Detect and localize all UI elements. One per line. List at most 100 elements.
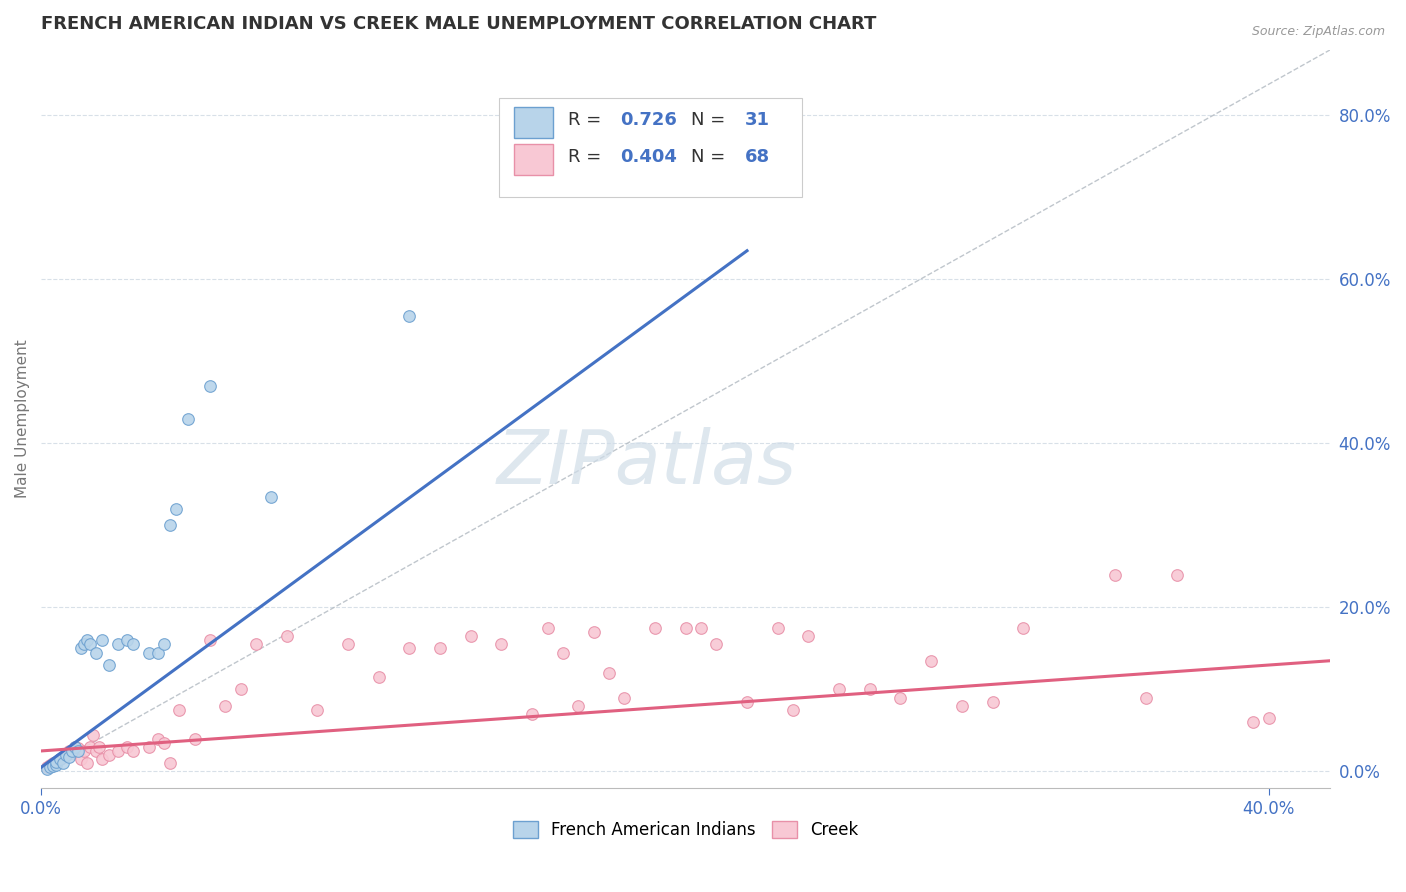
Point [245, 637, 267, 651]
Point [86, 646, 108, 660]
Point [491, 637, 513, 651]
Point [70, 752, 93, 766]
Legend: French American Indians, Creek: French American Indians, Creek [506, 814, 866, 846]
Point [86, 744, 108, 758]
Point [766, 621, 789, 635]
Point [229, 682, 252, 697]
Point [920, 654, 942, 668]
Point [52, 749, 75, 764]
Text: FRENCH AMERICAN INDIAN VS CREEK MALE UNEMPLOYMENT CORRELATION CHART: FRENCH AMERICAN INDIAN VS CREEK MALE UNE… [41, 15, 876, 33]
Point [63, 739, 86, 754]
Point [39, 757, 62, 772]
Point [704, 637, 727, 651]
Point [307, 703, 329, 717]
Point [551, 646, 574, 660]
Point [828, 682, 851, 697]
Point [398, 641, 420, 656]
Point [48, 752, 70, 766]
Point [782, 703, 804, 717]
Point [582, 625, 605, 640]
Point [146, 731, 169, 746]
Point [55, 747, 77, 762]
Y-axis label: Male Unemployment: Male Unemployment [15, 340, 30, 499]
Point [797, 629, 820, 643]
Point [122, 744, 145, 758]
Point [66, 744, 89, 758]
Point [522, 706, 544, 721]
Point [39, 760, 62, 774]
Point [536, 621, 558, 635]
Point [79, 739, 101, 754]
Text: Source: ZipAtlas.com: Source: ZipAtlas.com [1251, 25, 1385, 38]
Point [1135, 690, 1157, 705]
Point [60, 747, 83, 761]
Point [91, 752, 114, 766]
Point [115, 633, 138, 648]
Point [598, 666, 620, 681]
Point [276, 629, 298, 643]
Point [73, 744, 96, 758]
Point [613, 690, 636, 705]
Point [859, 682, 882, 697]
Text: N =: N = [690, 111, 731, 129]
Point [45, 755, 67, 769]
Point [107, 744, 129, 758]
Point [76, 633, 98, 648]
Point [97, 747, 120, 762]
Point [55, 747, 77, 762]
Point [73, 637, 96, 651]
Point [70, 641, 93, 656]
Point [1104, 567, 1126, 582]
Text: ZIPatlas: ZIPatlas [496, 427, 797, 500]
FancyBboxPatch shape [515, 107, 553, 138]
FancyBboxPatch shape [499, 98, 801, 197]
Point [122, 637, 145, 651]
Point [1257, 711, 1279, 725]
Point [644, 621, 666, 635]
Text: R =: R = [568, 111, 607, 129]
Point [63, 739, 86, 754]
Point [97, 657, 120, 672]
Point [183, 731, 205, 746]
Point [337, 637, 360, 651]
Point [165, 502, 187, 516]
Point [153, 637, 176, 651]
Text: 31: 31 [745, 111, 770, 129]
Text: 68: 68 [745, 148, 770, 166]
Point [60, 744, 83, 758]
Point [198, 379, 221, 393]
Point [48, 752, 70, 766]
Point [889, 690, 911, 705]
Point [45, 757, 67, 772]
Point [367, 670, 389, 684]
Point [159, 756, 181, 771]
Point [66, 741, 89, 756]
Point [735, 695, 758, 709]
Point [153, 736, 176, 750]
Point [79, 637, 101, 651]
Point [567, 698, 589, 713]
Point [398, 310, 420, 324]
Point [1166, 567, 1188, 582]
Point [115, 739, 138, 754]
Point [177, 412, 200, 426]
Point [146, 646, 169, 660]
Point [460, 629, 482, 643]
Point [138, 739, 160, 754]
Point [76, 756, 98, 771]
Point [52, 756, 75, 771]
FancyBboxPatch shape [515, 145, 553, 176]
Point [89, 739, 111, 754]
Text: 0.726: 0.726 [620, 111, 676, 129]
Point [214, 698, 236, 713]
Point [690, 621, 713, 635]
Point [42, 758, 65, 772]
Text: R =: R = [568, 148, 607, 166]
Point [91, 633, 114, 648]
Point [675, 621, 697, 635]
Point [1012, 621, 1035, 635]
Point [42, 756, 65, 771]
Point [58, 749, 80, 764]
Point [981, 695, 1004, 709]
Point [198, 633, 221, 648]
